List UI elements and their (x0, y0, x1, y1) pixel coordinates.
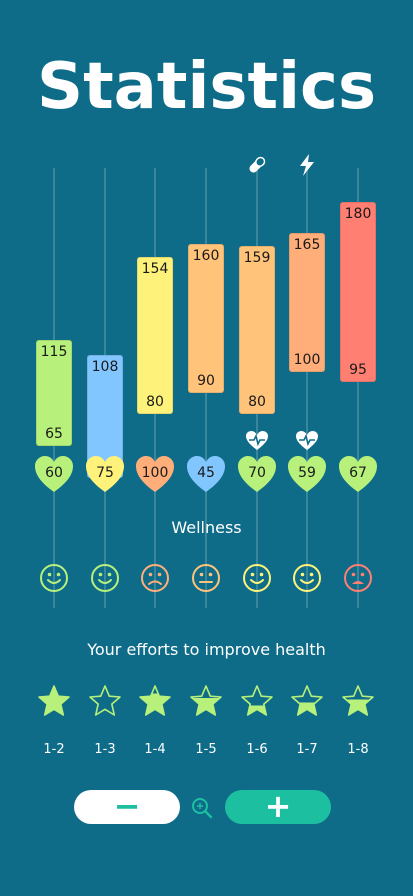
pressure-high-value: 180 (344, 205, 372, 222)
pulse-value: 67 (349, 465, 367, 481)
mood-sad-icon[interactable] (343, 563, 373, 593)
pressure-low-value: 95 (349, 362, 367, 379)
pressure-bar[interactable]: 159 80 (239, 246, 275, 414)
page-title: Statistics (36, 50, 377, 124)
lightning-icon[interactable] (294, 152, 320, 178)
pulse-value: 60 (45, 465, 63, 481)
effort-star-icon[interactable] (88, 684, 122, 718)
column-guide-line (306, 168, 308, 608)
pressure-high-value: 160 (192, 248, 220, 264)
pressure-low-value: 80 (146, 394, 164, 410)
pressure-low-value: 100 (293, 351, 321, 368)
pressure-high-value: 154 (141, 260, 169, 277)
pulse-heart[interactable]: 75 (85, 454, 125, 494)
heart-pulse-icon[interactable] (245, 430, 271, 456)
pressure-bar[interactable]: 154 80 (137, 256, 173, 414)
pulse-heart[interactable]: 45 (186, 454, 226, 494)
pill-icon[interactable] (244, 152, 270, 178)
pulse-value: 75 (96, 465, 114, 481)
wellness-label: Wellness (171, 518, 242, 537)
date-label: 1-2 (43, 742, 65, 757)
pulse-heart[interactable]: 59 (287, 454, 327, 494)
effort-star-icon[interactable] (138, 684, 172, 718)
pressure-bar[interactable]: 165 100 (289, 233, 325, 372)
pulse-value: 59 (298, 465, 316, 481)
pressure-bar[interactable]: 160 90 (188, 244, 224, 393)
pulse-heart[interactable]: 100 (135, 454, 175, 494)
date-label: 1-8 (347, 742, 369, 757)
effort-star-icon[interactable] (240, 684, 274, 718)
heart-pulse-icon[interactable] (295, 430, 321, 456)
mood-happy-icon[interactable] (90, 563, 120, 593)
pulse-value: 45 (197, 465, 215, 481)
pressure-high-value: 165 (293, 237, 321, 254)
pressure-high-value: 159 (243, 250, 271, 267)
pulse-value: 100 (141, 465, 169, 481)
mood-happy-icon[interactable] (292, 563, 322, 593)
pressure-high-value: 115 (40, 343, 68, 360)
pressure-bar[interactable]: 180 95 (340, 201, 376, 383)
pulse-heart[interactable]: 70 (237, 454, 277, 494)
mood-sad-icon[interactable] (140, 563, 170, 593)
pressure-high-value: 108 (91, 358, 119, 375)
pulse-heart[interactable]: 60 (34, 454, 74, 494)
date-label: 1-6 (246, 742, 268, 757)
date-label: 1-4 (144, 742, 166, 757)
effort-star-icon[interactable] (290, 684, 324, 718)
efforts-label: Your efforts to improve health (87, 640, 326, 659)
effort-star-icon[interactable] (37, 684, 71, 718)
mood-happy-icon[interactable] (242, 563, 272, 593)
pressure-low-value: 90 (197, 372, 215, 389)
plus-symbol: + (264, 787, 292, 825)
effort-star-icon[interactable] (341, 684, 375, 718)
mood-neutral-icon[interactable] (191, 563, 221, 593)
column-guide-line (357, 168, 359, 608)
date-label: 1-7 (296, 742, 318, 757)
mood-happy-icon[interactable] (39, 563, 69, 593)
effort-star-icon[interactable] (189, 684, 223, 718)
minus-symbol: − (113, 787, 141, 825)
pulse-heart[interactable]: 67 (338, 454, 378, 494)
minus-button[interactable]: − (74, 790, 180, 824)
date-label: 1-5 (195, 742, 217, 757)
pressure-low-value: 80 (248, 394, 266, 410)
pressure-low-value: 65 (45, 425, 63, 442)
plus-button[interactable]: + (225, 790, 331, 824)
zoom-icon[interactable] (190, 796, 214, 820)
date-label: 1-3 (94, 742, 116, 757)
pressure-bar[interactable]: 115 65 (36, 339, 72, 446)
pulse-value: 70 (248, 465, 266, 481)
